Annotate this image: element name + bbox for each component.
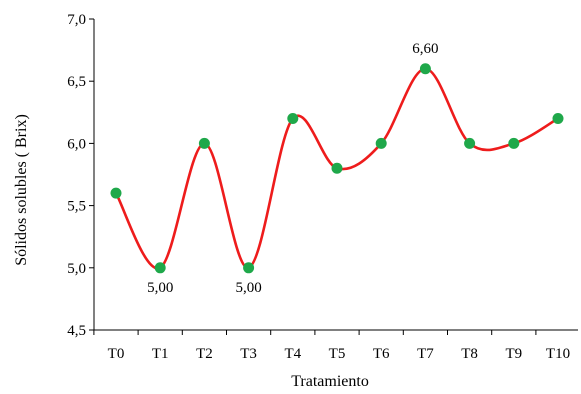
labels-layer: 5,00 5,00 6,60 [147,41,438,296]
y-axis-title: Sólidos solubles ( Brix) [13,114,30,266]
data-label: 5,00 [235,280,261,296]
y-tick-label: 6,0 [67,136,86,152]
data-point [419,63,431,75]
x-tick-label: T0 [108,346,125,362]
data-point [375,137,387,149]
axes: 4,5 5,0 5,5 6,0 6,5 7,0 T0 T1 T2 T3 T4 T5 T6 T7 T8 T9 T1… [67,12,578,362]
y-tick-label: 6,5 [67,74,86,90]
data-point [154,262,166,274]
x-tick-label: T2 [196,346,213,362]
x-tick-label: T5 [329,346,346,362]
data-point [198,137,210,149]
data-point [464,137,476,149]
x-tick-label: T3 [240,346,257,362]
x-tick-label: T7 [417,346,434,362]
data-point [243,262,255,274]
data-label: 5,00 [147,280,173,296]
series-layer [110,63,564,274]
x-axis-title: Tratamiento [291,373,369,390]
x-tick-label: T8 [461,346,478,362]
data-point [552,113,564,125]
data-point [110,187,122,199]
x-tick-label: T9 [505,346,522,362]
x-tick-label: T10 [546,346,570,362]
y-tick-label: 5,5 [67,199,86,215]
data-point [508,137,520,149]
data-point [331,162,343,174]
x-tick-label: T1 [152,346,169,362]
y-tick-label: 4,5 [67,323,86,339]
y-tick-label: 5,0 [67,261,86,277]
x-tick-label: T4 [284,346,301,362]
y-tick-label: 7,0 [67,12,86,28]
data-label: 6,60 [412,41,438,57]
data-point [287,113,299,125]
x-tick-label: T6 [373,346,390,362]
